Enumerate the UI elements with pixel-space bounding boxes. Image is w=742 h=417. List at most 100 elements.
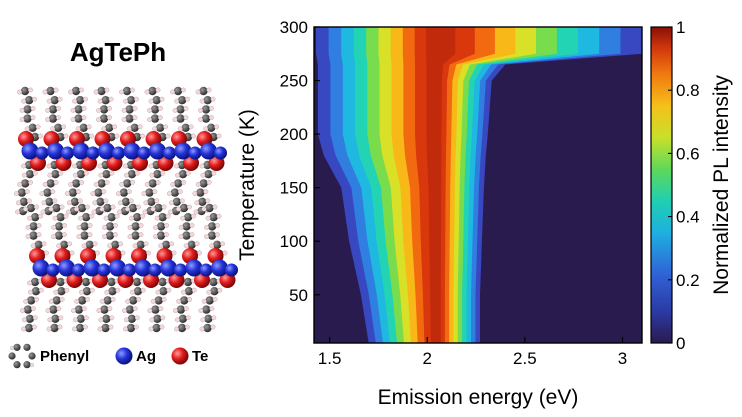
legend-label: Te	[192, 348, 208, 365]
carbon-atom	[30, 213, 40, 222]
hydrogen-atom	[76, 224, 82, 230]
hydrogen-atom	[19, 308, 25, 314]
hydrogen-atom	[17, 89, 22, 95]
silver-atom	[174, 263, 187, 277]
hydrogen-atom	[183, 105, 189, 111]
carbon-atom	[56, 277, 65, 287]
hydrogen-atom	[13, 191, 19, 197]
hydrogen-atom	[155, 179, 161, 185]
hydrogen-atom	[187, 296, 193, 302]
silver-atom	[137, 146, 151, 160]
colorbar-label: Normalized PL intensity	[710, 75, 733, 295]
hydrogen-atom	[63, 213, 69, 219]
hydrogen-atom	[185, 170, 191, 176]
hydrogen-atom	[210, 324, 216, 330]
carbon-atom	[74, 105, 83, 114]
carbon-atom	[206, 123, 216, 132]
colorbar-scale	[650, 26, 673, 344]
carbon-atom	[43, 188, 52, 197]
carbon-atom	[31, 287, 41, 296]
hydrogen-atom	[85, 204, 90, 210]
colorbar-ticks: 0 0.2 0.4 0.6 0.8 1	[668, 18, 700, 353]
hydrogen-atom	[38, 287, 44, 293]
phenyl-ring-icon	[8, 343, 36, 369]
hydrogen-atom	[140, 133, 145, 139]
hydrogen-atom	[85, 296, 91, 302]
silver-atom	[61, 146, 74, 160]
carbon-atom	[210, 287, 219, 296]
hydrogen-atom	[30, 115, 36, 121]
carbon-atom	[26, 296, 36, 305]
hydrogen-atom	[191, 213, 197, 219]
hydrogen-atom	[164, 222, 170, 228]
hydrogen-atom	[67, 241, 73, 247]
hydrogen-atom	[86, 124, 92, 130]
hydrogen-atom	[185, 324, 190, 330]
hydrogen-atom	[45, 117, 50, 123]
hydrogen-atom	[195, 181, 201, 187]
hydrogen-atom	[78, 289, 84, 295]
hydrogen-atom	[114, 133, 120, 139]
hydrogen-atom	[126, 126, 132, 132]
hydrogen-atom	[30, 105, 36, 111]
hydrogen-atom	[89, 287, 95, 293]
y-tick-label: 300	[280, 18, 308, 37]
hydrogen-atom	[38, 213, 44, 219]
carbon-atom	[99, 105, 109, 114]
hydrogen-atom	[47, 172, 53, 178]
hydrogen-atom	[24, 126, 30, 132]
hydrogen-atom	[115, 191, 121, 197]
hydrogen-atom	[119, 181, 125, 187]
hydrogen-atom	[92, 241, 98, 247]
hydrogen-atom	[30, 243, 36, 249]
silver-atom	[83, 259, 101, 277]
hydrogen-atom	[102, 234, 107, 240]
hydrogen-atom	[130, 179, 136, 185]
hydrogen-atom	[147, 107, 153, 113]
hydrogen-atom	[164, 232, 169, 238]
hydrogen-atom	[152, 126, 158, 132]
silver-atom	[109, 259, 126, 277]
hydrogen-atom	[143, 200, 149, 206]
silver-atom	[200, 142, 217, 160]
silver-atom	[188, 146, 202, 160]
hydrogen-atom	[148, 163, 154, 169]
carbon-atom	[176, 114, 185, 123]
carbon-atom	[178, 170, 188, 179]
carbon-atom	[209, 213, 218, 222]
hydrogen-atom	[97, 98, 103, 104]
hydrogen-atom	[160, 170, 166, 176]
carbon-atom	[202, 305, 211, 314]
hydrogen-atom	[113, 222, 119, 228]
x-tick-label: 2	[423, 349, 432, 368]
carbon-atom	[150, 105, 160, 114]
hydrogen-atom	[117, 209, 122, 215]
hydrogen-atom	[90, 191, 96, 197]
colorbar-tick-label: 0.8	[676, 81, 700, 100]
hydrogen-atom	[211, 170, 217, 176]
hydrogen-atom	[72, 163, 77, 169]
hydrogen-atom	[44, 250, 49, 256]
hydrogen-atom	[35, 124, 41, 130]
hydrogen-atom	[81, 105, 87, 111]
carbon-atom	[85, 240, 94, 249]
carbon-atom	[30, 277, 40, 287]
hydrogen-atom	[180, 215, 186, 221]
hydrogen-atom	[21, 163, 26, 169]
carbon-atom	[59, 240, 69, 249]
carbon-atom	[102, 170, 111, 179]
hydrogen-atom	[206, 179, 212, 185]
hydrogen-atom	[59, 296, 65, 302]
hydrogen-atom	[149, 172, 155, 178]
hydrogen-atom	[68, 181, 74, 187]
carbon-atom	[161, 240, 171, 249]
carbon-atom	[155, 123, 165, 132]
carbon-atom	[154, 203, 163, 213]
hydrogen-atom	[21, 172, 27, 178]
silver-atom	[72, 142, 90, 160]
hydrogen-atom	[129, 289, 135, 295]
hydrogen-atom	[48, 298, 54, 304]
heatmap-contour-level-10	[426, 27, 456, 343]
hydrogen-atom	[146, 250, 151, 256]
hydrogen-atom	[25, 224, 31, 230]
